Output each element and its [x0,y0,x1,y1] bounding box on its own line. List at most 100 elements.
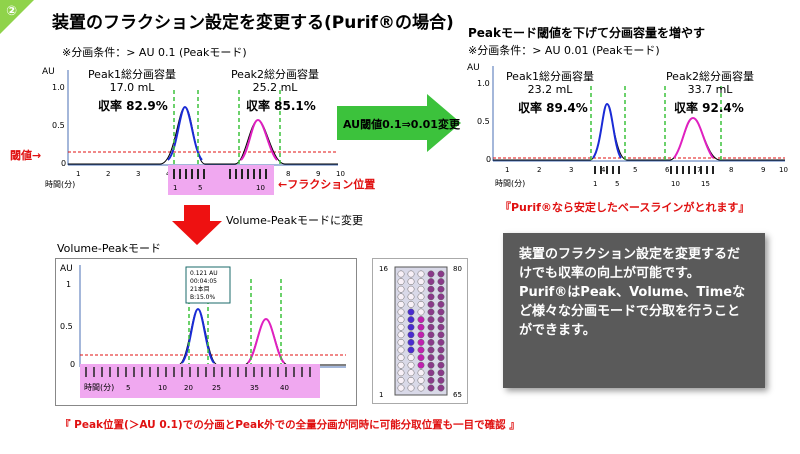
rack-well [417,316,425,324]
rack-well [417,369,425,377]
rack-bottom-right: 65 [453,391,462,399]
rack-well [437,338,445,346]
svg-text:10: 10 [671,180,680,188]
right-peak2-yield: 収率 92.4% [674,101,744,115]
rack-well [437,308,445,316]
info-line-2: Purif®はPeak、Volume、Timeなど様々な分画モードで分取を行うこ… [519,285,746,338]
right-note: 『Purif®なら安定したベースラインがとれます』 [500,201,750,214]
rack-well [427,323,435,331]
rack-well [437,369,445,377]
rack-well [427,331,435,339]
rack-well [397,384,405,392]
svg-text:0.5: 0.5 [60,322,73,331]
rack-well [417,376,425,384]
svg-text:5: 5 [615,180,619,188]
left-y-label: AU [42,67,55,77]
svg-text:5: 5 [126,384,130,392]
bottom-y-label: AU [60,264,73,274]
left-condition: ※分画条件：> AU 0.1 (Peakモード) [62,46,247,59]
svg-text:0.5: 0.5 [52,121,65,130]
peak1-curve [167,105,203,161]
rack-well [407,384,415,392]
rack-well [407,308,415,316]
rack-well [417,285,425,293]
rack-well [407,369,415,377]
svg-text:9: 9 [316,170,320,178]
left-peak1-label: Peak1総分画容量 17.0 mL [87,68,177,94]
step-number: ② [6,4,18,19]
rack-well [417,361,425,369]
rack-well [437,384,445,392]
rack-well [407,376,415,384]
left-peak1-yield: 収率 82.9% [98,99,168,113]
rack-well [417,293,425,301]
tooltip-line-4: B:15.0% [190,294,215,301]
rack-well [407,346,415,354]
rack-well [437,346,445,354]
rack-top-left: 16 [379,265,388,273]
rack-well [437,361,445,369]
right-peak2-label: Peak2総分画容量 33.7 mL [665,70,755,96]
rack-well [397,361,405,369]
rack-well [417,338,425,346]
rack-well [437,285,445,293]
rack-well [427,369,435,377]
left-fraction-strip: 1 5 10 [168,165,274,195]
svg-text:1: 1 [505,166,509,174]
rack-well [407,278,415,286]
rack-well [397,338,405,346]
rack-well [397,278,405,286]
red-down-arrow [172,205,222,245]
svg-text:1: 1 [593,180,597,188]
page-title: 装置のフラクション設定を変更する(Purif®の場合) [52,13,454,33]
svg-text:10: 10 [779,166,788,174]
rack-well [417,323,425,331]
fraction-position-label: ←フラクション位置 [278,178,376,191]
svg-text:3: 3 [569,166,573,174]
right-axis-label: 時間(分) [495,179,525,188]
peak2-curve [240,118,278,161]
rack-well [407,331,415,339]
svg-text:10: 10 [256,184,265,192]
rack-well [427,376,435,384]
rack-well [397,293,405,301]
rack-top-right: 80 [453,265,462,273]
rack-well [427,293,435,301]
rack-well [437,323,445,331]
svg-text:1: 1 [76,170,80,178]
rack-well [397,308,405,316]
rack-well [397,285,405,293]
rack-bottom-left: 1 [379,391,383,399]
svg-text:20: 20 [184,384,193,392]
svg-text:1.0: 1.0 [477,79,490,88]
left-axis-label: 時間(分) [45,180,75,189]
threshold-label: 閾値→ [10,149,42,162]
rack-well [417,300,425,308]
rack-well [437,270,445,278]
rack-well [427,338,435,346]
tooltip-line-1: 0.121 AU [190,270,218,277]
rack-well [417,278,425,286]
svg-text:35: 35 [250,384,259,392]
rack-well [427,346,435,354]
rack-well [417,346,425,354]
info-line-1: 装置のフラクション設定を変更するだけでも収率の向上が可能です。 [519,247,741,281]
down-arrow-label: Volume-Peakモードに変更 [226,214,364,227]
rack-well [427,278,435,286]
svg-text:4: 4 [601,166,606,174]
tooltip-box [185,266,231,304]
svg-text:6: 6 [665,166,670,174]
svg-text:5: 5 [198,184,202,192]
svg-text:15: 15 [701,180,710,188]
rack-well [407,316,415,324]
right-peak1-yield: 収率 89.4% [518,101,588,115]
svg-text:2: 2 [537,166,541,174]
green-arrow [337,94,461,152]
svg-text:1: 1 [173,184,177,192]
right-condition: ※分画条件：> AU 0.01 (Peakモード) [468,44,660,57]
tooltip-line-2: 00:04:05 [190,278,217,285]
rack-well [397,346,405,354]
rack-well [397,270,405,278]
rack-well [407,270,415,278]
rack-well [417,270,425,278]
